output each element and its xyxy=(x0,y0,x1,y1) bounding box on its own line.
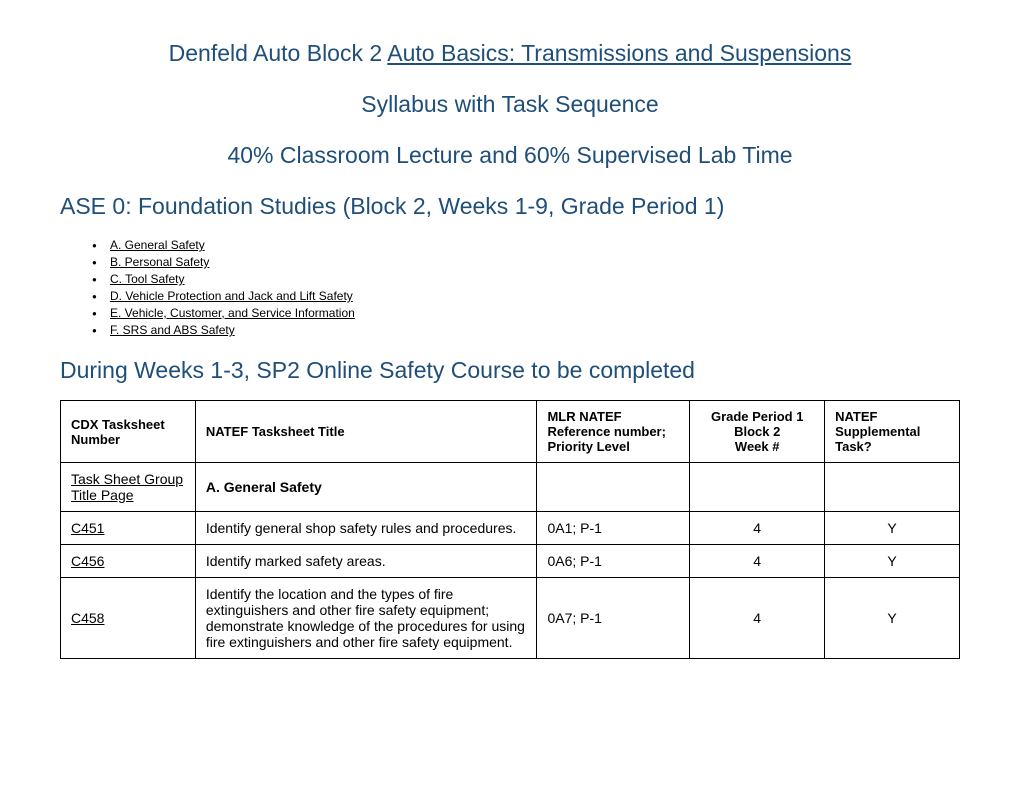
cell-tasksheet-title: Identify marked safety areas. xyxy=(195,545,537,578)
table-row: C458 Identify the location and the types… xyxy=(61,578,960,659)
cell-reference: 0A7; P-1 xyxy=(537,578,690,659)
header-mlr-ref: MLR NATEF Reference number; Priority Lev… xyxy=(537,401,690,463)
list-item: A. General Safety xyxy=(110,238,960,252)
cell-tasksheet-title: Identify the location and the types of f… xyxy=(195,578,537,659)
table-row: C451 Identify general shop safety rules … xyxy=(61,512,960,545)
cell-tasksheet-title: A. General Safety xyxy=(195,463,537,512)
list-item: D. Vehicle Protection and Jack and Lift … xyxy=(110,289,960,303)
title-underline: Auto Basics: Transmissions and Suspensio… xyxy=(387,40,851,66)
safety-topics-list: A. General Safety B. Personal Safety C. … xyxy=(60,238,960,337)
cell-week: 4 xyxy=(690,545,825,578)
cell-week: 4 xyxy=(690,578,825,659)
table-row: C456 Identify marked safety areas. 0A6; … xyxy=(61,545,960,578)
cell-tasksheet-title: Identify general shop safety rules and p… xyxy=(195,512,537,545)
cell-week xyxy=(690,463,825,512)
subtitle-1: Syllabus with Task Sequence xyxy=(60,91,960,118)
subtitle-2: 40% Classroom Lecture and 60% Supervised… xyxy=(60,142,960,169)
list-item: B. Personal Safety xyxy=(110,255,960,269)
section-heading: ASE 0: Foundation Studies (Block 2, Week… xyxy=(60,193,960,220)
cell-tasksheet-number[interactable]: C451 xyxy=(61,512,196,545)
header-supplemental: NATEF Supplemental Task? xyxy=(825,401,960,463)
cell-supplemental: Y xyxy=(825,545,960,578)
list-item: C. Tool Safety xyxy=(110,272,960,286)
table-row: Task Sheet Group Title Page A. General S… xyxy=(61,463,960,512)
header-natef-title: NATEF Tasksheet Title xyxy=(195,401,537,463)
cell-tasksheet-number[interactable]: C458 xyxy=(61,578,196,659)
cell-supplemental xyxy=(825,463,960,512)
header-cdx-number: CDX Tasksheet Number xyxy=(61,401,196,463)
cell-reference xyxy=(537,463,690,512)
cell-tasksheet-number[interactable]: C456 xyxy=(61,545,196,578)
list-item: E. Vehicle, Customer, and Service Inform… xyxy=(110,306,960,320)
document-title: Denfeld Auto Block 2 Auto Basics: Transm… xyxy=(60,40,960,67)
table-body: Task Sheet Group Title Page A. General S… xyxy=(61,463,960,659)
table-header-row: CDX Tasksheet Number NATEF Tasksheet Tit… xyxy=(61,401,960,463)
cell-reference: 0A1; P-1 xyxy=(537,512,690,545)
cell-tasksheet-number[interactable]: Task Sheet Group Title Page xyxy=(61,463,196,512)
list-item: F. SRS and ABS Safety xyxy=(110,323,960,337)
cell-supplemental: Y xyxy=(825,578,960,659)
tasksheet-table: CDX Tasksheet Number NATEF Tasksheet Tit… xyxy=(60,400,960,659)
header-week: Grade Period 1Block 2Week # xyxy=(690,401,825,463)
cell-reference: 0A6; P-1 xyxy=(537,545,690,578)
cell-supplemental: Y xyxy=(825,512,960,545)
table-heading: During Weeks 1-3, SP2 Online Safety Cour… xyxy=(60,357,960,384)
title-prefix: Denfeld Auto Block 2 xyxy=(169,40,388,66)
cell-week: 4 xyxy=(690,512,825,545)
